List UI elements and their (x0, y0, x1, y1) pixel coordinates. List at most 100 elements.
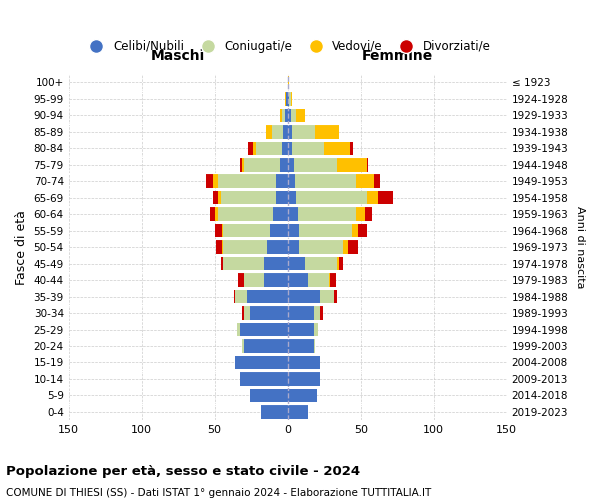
Bar (293, 158, 337, 172)
Bar (265, 274, 287, 287)
Bar (287, 108, 290, 122)
Bar (290, 108, 296, 122)
Bar (223, 257, 265, 270)
Y-axis label: Anni di nascita: Anni di nascita (575, 206, 585, 288)
Bar (330, 274, 336, 287)
Bar (273, 208, 287, 221)
Bar (235, 290, 247, 304)
Bar (262, 405, 287, 418)
Bar (287, 191, 296, 204)
Legend: Celibi/Nubili, Coniugati/e, Vedovi/e, Divorziati/e: Celibi/Nubili, Coniugati/e, Vedovi/e, Di… (80, 35, 496, 58)
Bar (215, 208, 218, 221)
Bar (215, 224, 222, 237)
Text: Maschi: Maschi (151, 48, 205, 62)
Text: Popolazione per età, sesso e stato civile - 2024: Popolazione per età, sesso e stato civil… (6, 465, 360, 478)
Bar (218, 208, 273, 221)
Bar (276, 191, 287, 204)
Bar (221, 191, 276, 204)
Bar (314, 323, 319, 336)
Bar (280, 108, 282, 122)
Bar (286, 92, 287, 106)
Bar (247, 290, 287, 304)
Bar (287, 339, 314, 353)
Bar (250, 306, 287, 320)
Bar (213, 174, 218, 188)
Bar (242, 158, 244, 172)
Bar (239, 158, 242, 172)
Bar (244, 274, 265, 287)
Bar (266, 125, 272, 138)
Bar (244, 158, 280, 172)
Bar (287, 274, 308, 287)
Bar (282, 108, 285, 122)
Bar (299, 240, 343, 254)
Bar (287, 290, 320, 304)
Bar (242, 339, 244, 353)
Bar (272, 125, 283, 138)
Text: Femmine: Femmine (362, 48, 433, 62)
Bar (287, 356, 320, 369)
Bar (287, 323, 314, 336)
Bar (222, 240, 223, 254)
Bar (292, 142, 324, 155)
Bar (248, 142, 253, 155)
Bar (206, 174, 213, 188)
Bar (320, 306, 323, 320)
Bar (256, 142, 282, 155)
Bar (296, 108, 305, 122)
Bar (287, 372, 320, 386)
Bar (367, 158, 368, 172)
Bar (287, 208, 298, 221)
Bar (305, 257, 337, 270)
Bar (250, 388, 287, 402)
Bar (285, 108, 287, 122)
Bar (238, 274, 244, 287)
Bar (287, 405, 308, 418)
Bar (287, 174, 295, 188)
Bar (239, 372, 287, 386)
Bar (298, 208, 356, 221)
Bar (283, 125, 287, 138)
Bar (287, 158, 293, 172)
Bar (244, 306, 250, 320)
Bar (280, 158, 287, 172)
Bar (287, 257, 305, 270)
Bar (218, 174, 276, 188)
Bar (242, 306, 244, 320)
Bar (295, 174, 356, 188)
Text: COMUNE DI THIESI (SS) - Dati ISTAT 1° gennaio 2024 - Elaborazione TUTTITALIA.IT: COMUNE DI THIESI (SS) - Dati ISTAT 1° ge… (6, 488, 431, 498)
Y-axis label: Fasce di età: Fasce di età (15, 210, 28, 284)
Bar (223, 240, 267, 254)
Bar (285, 92, 286, 106)
Bar (378, 191, 393, 204)
Bar (211, 208, 215, 221)
Bar (347, 240, 358, 254)
Bar (367, 191, 378, 204)
Bar (296, 191, 367, 204)
Bar (316, 125, 339, 138)
Bar (236, 323, 239, 336)
Bar (287, 92, 289, 106)
Bar (337, 158, 367, 172)
Bar (287, 224, 299, 237)
Bar (253, 142, 256, 155)
Bar (289, 92, 290, 106)
Bar (239, 323, 287, 336)
Bar (299, 224, 352, 237)
Bar (356, 174, 374, 188)
Bar (287, 76, 289, 89)
Bar (339, 257, 343, 270)
Bar (314, 306, 320, 320)
Bar (287, 125, 292, 138)
Bar (222, 224, 223, 237)
Bar (329, 274, 330, 287)
Bar (267, 240, 287, 254)
Bar (223, 224, 270, 237)
Bar (292, 125, 316, 138)
Bar (216, 240, 222, 254)
Bar (290, 92, 292, 106)
Bar (356, 208, 365, 221)
Bar (352, 224, 358, 237)
Bar (308, 274, 329, 287)
Bar (365, 208, 373, 221)
